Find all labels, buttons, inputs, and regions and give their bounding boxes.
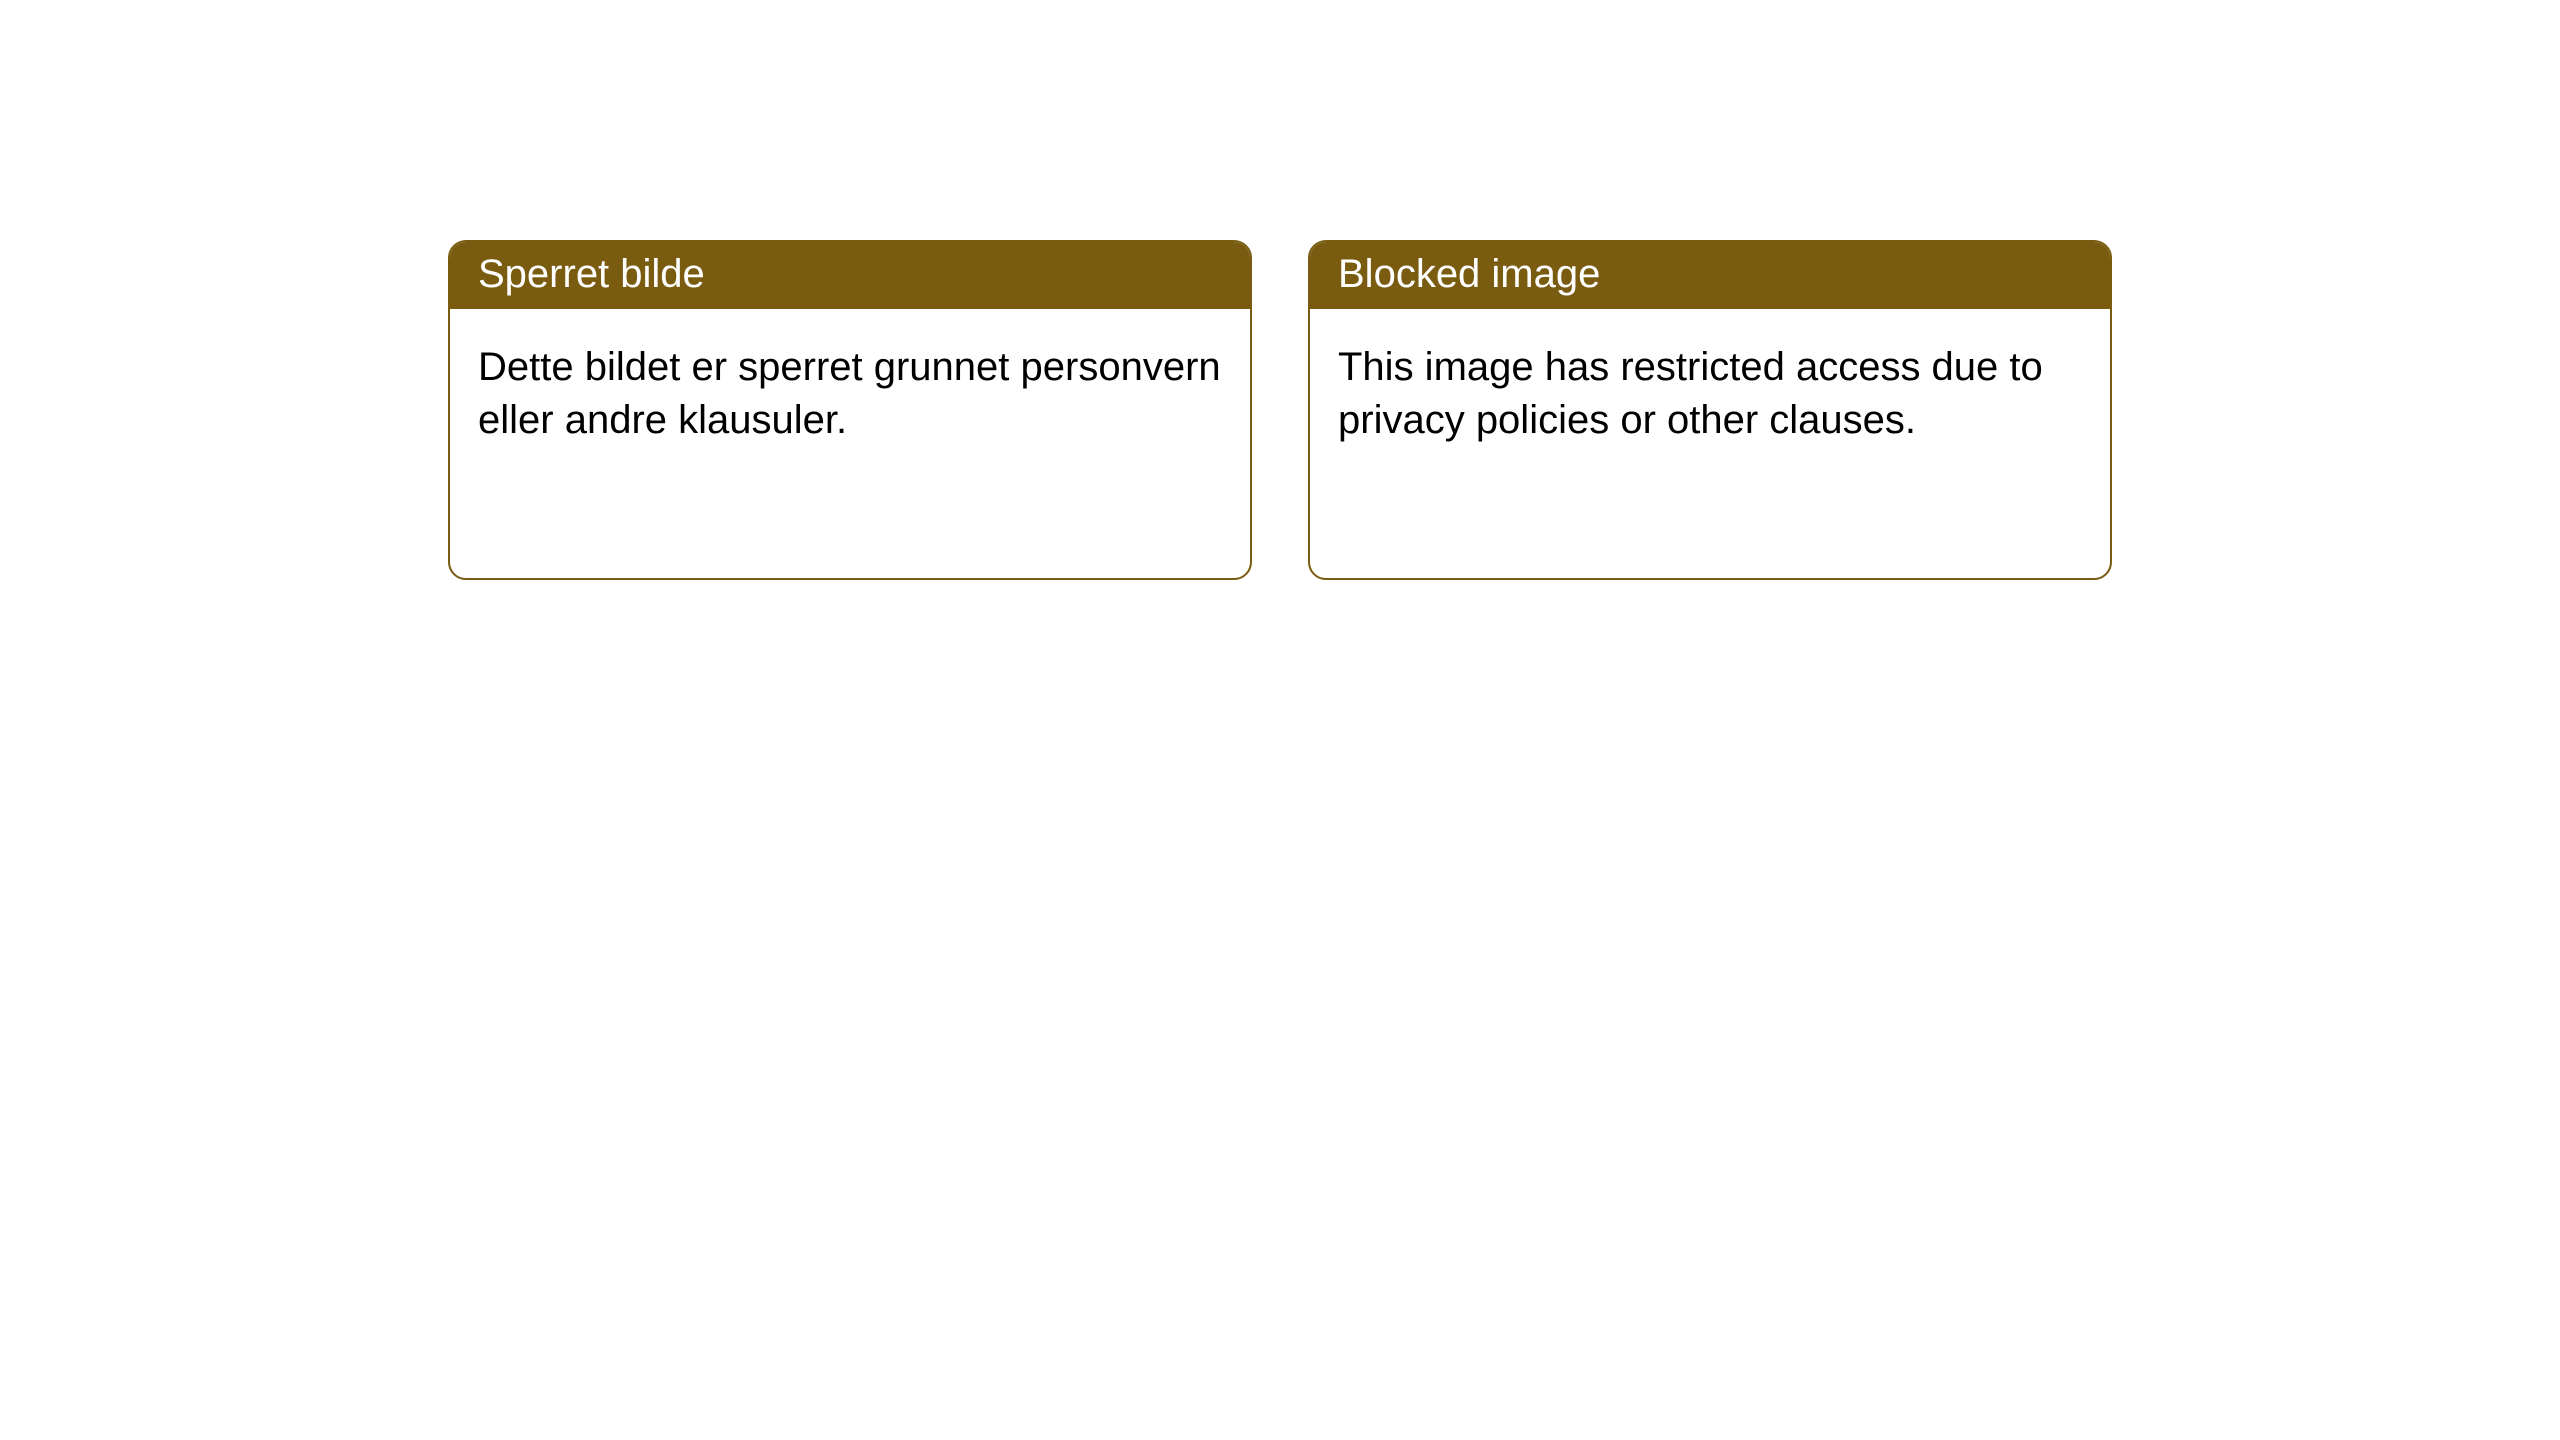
notice-card-title: Sperret bilde <box>450 242 1250 309</box>
notice-card-norwegian: Sperret bilde Dette bildet er sperret gr… <box>448 240 1252 580</box>
notice-card-body: This image has restricted access due to … <box>1310 309 2110 479</box>
notice-card-english: Blocked image This image has restricted … <box>1308 240 2112 580</box>
notice-card-title: Blocked image <box>1310 242 2110 309</box>
notice-cards-container: Sperret bilde Dette bildet er sperret gr… <box>0 0 2560 580</box>
notice-card-body: Dette bildet er sperret grunnet personve… <box>450 309 1250 479</box>
